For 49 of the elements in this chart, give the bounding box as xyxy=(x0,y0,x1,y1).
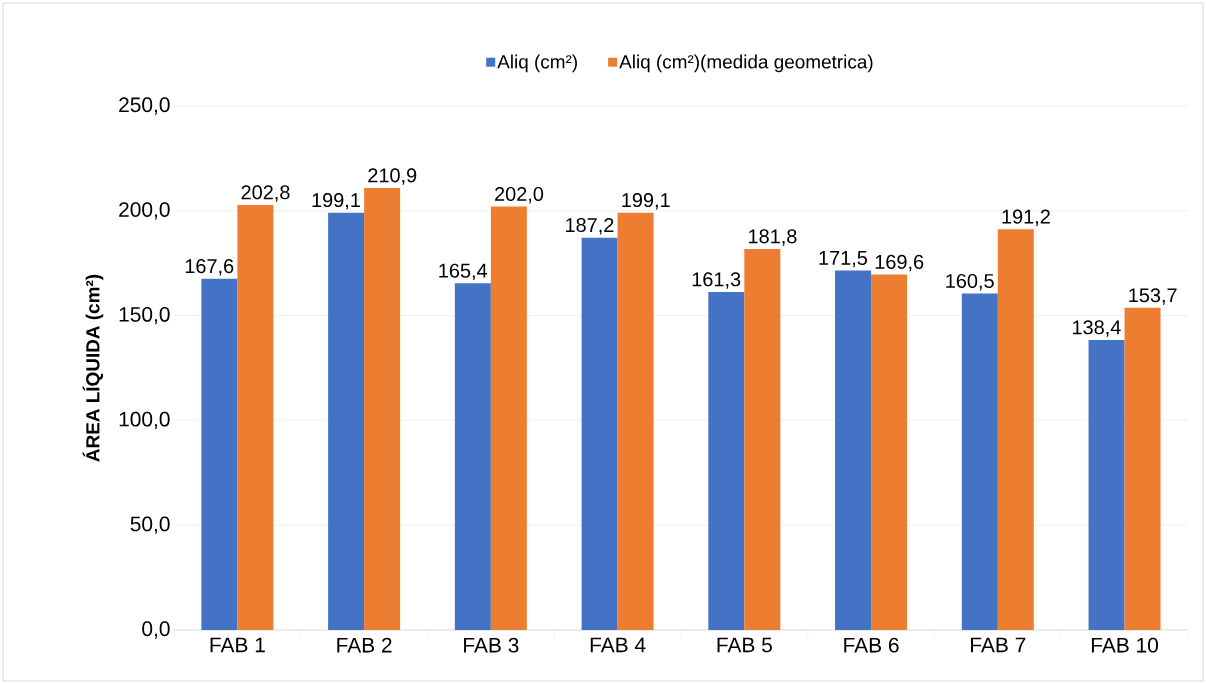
data-label: 199,1 xyxy=(622,193,670,210)
x-tick-label: FAB 5 xyxy=(717,637,772,653)
bar xyxy=(997,229,1034,630)
legend-label: Aliq (cm²) xyxy=(497,54,577,73)
bar xyxy=(490,206,527,630)
bar xyxy=(744,248,781,630)
bar xyxy=(1088,339,1125,630)
bar xyxy=(454,283,491,630)
data-label: 191,2 xyxy=(1002,209,1050,227)
y-tick-label: 250,0 xyxy=(119,97,170,115)
x-tick-label: FAB 3 xyxy=(464,637,519,653)
y-axis-title: ÁREA LÍQUIDA (cm²) xyxy=(82,274,104,462)
y-tick-label: 100,0 xyxy=(119,411,170,430)
data-label: 138,4 xyxy=(1073,320,1121,337)
legend-label: Aliq (cm²)(medida geometrica) xyxy=(619,54,873,73)
bar xyxy=(201,278,238,630)
bar xyxy=(328,212,365,630)
data-label: 181,8 xyxy=(749,229,797,246)
bar xyxy=(871,274,908,630)
y-tick-label: 200,0 xyxy=(119,202,170,220)
x-tick-label: FAB 10 xyxy=(1091,637,1159,653)
x-tick-label: FAB 6 xyxy=(844,637,899,653)
x-tick-label: FAB 4 xyxy=(590,637,646,653)
data-label: 169,6 xyxy=(875,254,924,272)
data-label: 171,5 xyxy=(819,251,868,268)
y-tick-label: 50,0 xyxy=(130,516,170,534)
bar xyxy=(617,212,654,630)
data-label: 210,9 xyxy=(368,168,417,185)
bar xyxy=(364,187,401,630)
data-label: 202,0 xyxy=(495,186,544,204)
x-tick-label: FAB 2 xyxy=(337,637,392,653)
bar xyxy=(708,291,745,630)
bar xyxy=(835,270,872,630)
bar xyxy=(1124,307,1161,630)
bar xyxy=(961,293,998,630)
bar xyxy=(237,204,274,630)
data-label: 202,8 xyxy=(241,185,290,202)
x-tick-label: FAB 7 xyxy=(971,637,1026,653)
bar xyxy=(581,237,618,630)
data-label: 161,3 xyxy=(692,272,741,289)
data-label: 160,5 xyxy=(946,273,994,291)
y-tick-label: 150,0 xyxy=(119,306,170,325)
y-tick-label: 0,0 xyxy=(142,621,170,639)
data-label: 199,1 xyxy=(312,193,360,210)
data-label: 165,4 xyxy=(439,263,488,281)
x-tick-label: FAB 1 xyxy=(210,637,265,653)
data-label: 187,2 xyxy=(566,217,614,235)
data-label: 167,6 xyxy=(185,259,234,276)
data-label: 153,7 xyxy=(1129,288,1177,305)
